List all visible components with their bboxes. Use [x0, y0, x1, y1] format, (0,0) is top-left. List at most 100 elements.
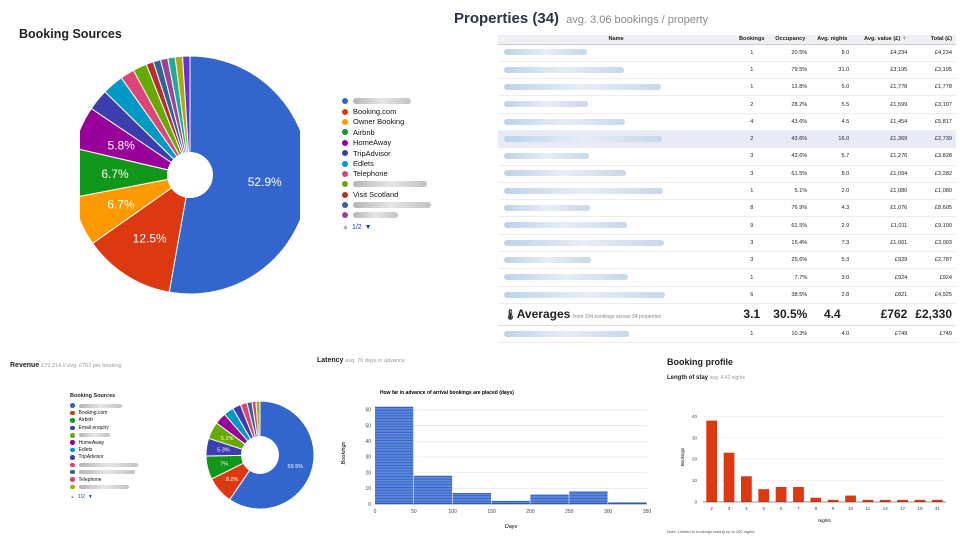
property-name-cell	[498, 78, 735, 97]
column-header-bookings[interactable]: Bookings	[734, 35, 770, 45]
table-row[interactable]: 8 76.9% 4.3 £1,076 £8,605	[498, 199, 956, 218]
cell-total: £3,197	[911, 95, 956, 114]
legend-item[interactable]	[342, 210, 431, 220]
booking-profile-note: Note: Limited to bookings lasting up to …	[667, 529, 756, 534]
redacted-property-name	[504, 239, 664, 246]
table-row[interactable]: 3 25.6% 5.3 £929 £2,787	[498, 251, 956, 270]
legend-item[interactable]	[342, 96, 431, 106]
legend-item[interactable]: Telephone	[70, 476, 138, 483]
legend-item[interactable]: Email enquiry	[70, 424, 138, 431]
redacted-property-name	[504, 84, 661, 90]
x-axis-label: Nights	[818, 518, 832, 523]
length-of-stay-title: Length of stay	[667, 375, 709, 381]
legend-item[interactable]: Visit Scotland	[342, 190, 431, 200]
legend-label: Edlets	[78, 447, 93, 454]
pager-prev-icon[interactable]: ▲	[342, 223, 349, 231]
legend-label: TripAdvisor	[78, 454, 104, 461]
table-row[interactable]: 1 5.1% 2.0 £1,080 £1,080	[498, 182, 956, 201]
booking-sources-pie-slice	[182, 55, 191, 176]
table-row[interactable]: 9 61.5% 2.9 £1,011 £9,100	[498, 216, 956, 235]
table-row[interactable]: 6 38.5% 2.8 £821 £4,925	[498, 286, 956, 304]
x-tick-label: 17	[900, 506, 906, 511]
stay-bar	[897, 499, 908, 502]
legend-item[interactable]: Edlets	[70, 446, 138, 453]
cell-avg_value: £1,094	[853, 165, 912, 183]
pager-prev-icon[interactable]: ▲	[70, 493, 75, 500]
table-row[interactable]: 1 10.3% 4.0 £749 £749	[498, 325, 956, 344]
pager-text: 1/2	[351, 223, 362, 231]
y-axis-label: Bookings	[341, 441, 347, 464]
revenue-legend: Booking.com Airbnb Email enquiry HomeAway Ed…	[70, 402, 138, 500]
cell-total: £3,003	[911, 234, 956, 253]
properties-header: Properties (34) avg. 3.06 bookings / pro…	[454, 10, 708, 27]
table-row[interactable]: 1 20.5% 8.0 £4,234 £4,234	[498, 44, 956, 62]
table-row[interactable]: 2 43.6% 16.0 £1,369 £2,739	[498, 130, 956, 149]
x-tick-label: 2	[710, 506, 713, 511]
legend-item[interactable]: Owner Booking	[342, 117, 431, 127]
x-tick-label: 7	[797, 506, 800, 511]
table-row[interactable]: 1 7.7% 3.0 £924 £924	[498, 268, 956, 287]
cell-avg_value: £4,234	[853, 44, 912, 62]
legend-item[interactable]: TripAdvisor	[70, 454, 138, 461]
booking-sources-pie-slice-label: 6.7%	[101, 167, 129, 181]
cell-bookings: 9	[734, 216, 770, 235]
column-header-avg-value[interactable]: Avg. value (£) ▼	[853, 35, 912, 45]
property-name-cell	[498, 325, 735, 344]
legend-item[interactable]: Edlets	[342, 158, 431, 168]
booking-sources-pie-slice-label: 12.5%	[133, 231, 167, 245]
legend-item[interactable]	[70, 402, 138, 409]
legend-pager: ▲ 1/2 ▼	[342, 224, 431, 231]
legend-item[interactable]: Airbnb	[70, 417, 138, 424]
legend-item[interactable]: HomeAway	[342, 138, 431, 148]
legend-item[interactable]: Booking.com	[70, 409, 138, 416]
table-row[interactable]: 3 61.5% 8.0 £1,094 £3,282	[498, 165, 956, 183]
histogram-bar	[452, 493, 491, 504]
averages-total: £2,330	[911, 303, 956, 326]
table-row[interactable]: 2 28.2% 5.5 £1,599 £3,197	[498, 95, 956, 114]
revenue-pie-slice-label: 5.1%	[221, 436, 234, 442]
legend-item[interactable]: Booking.com	[342, 106, 431, 116]
legend-dot-icon	[342, 139, 348, 146]
cell-avg_value: £821	[853, 286, 912, 304]
property-name-cell	[498, 199, 735, 218]
legend-item[interactable]	[70, 432, 138, 439]
legend-item[interactable]: HomeAway	[70, 439, 138, 446]
pager-next-icon[interactable]: ▼	[364, 223, 372, 231]
length-of-stay-subtitle: avg. 4.42 nights	[709, 375, 745, 381]
stay-bar	[810, 497, 822, 502]
property-name-cell	[498, 113, 735, 131]
pager-next-icon[interactable]: ▼	[87, 493, 93, 500]
revenue-pie-slice-label: 5.3%	[217, 447, 230, 453]
column-header-avg-nights[interactable]: Avg. nights	[811, 35, 854, 45]
redacted-label	[78, 462, 138, 467]
cell-bookings: 8	[734, 199, 770, 218]
legend-item[interactable]	[70, 469, 138, 476]
cell-total: £4,925	[911, 286, 956, 304]
property-name-cell	[498, 234, 735, 253]
table-row[interactable]: 1 79.5% 31.0 £3,195 £3,195	[498, 61, 956, 80]
cell-avg_value: £924	[853, 268, 912, 287]
cell-total: £3,282	[911, 165, 956, 183]
cell-nights: 2.8	[811, 286, 854, 304]
cell-avg_value: £3,195	[853, 61, 912, 80]
legend-item[interactable]	[342, 179, 431, 189]
stay-bar	[931, 499, 943, 502]
table-row[interactable]: 1 12.8% 5.0 £1,778 £1,778	[498, 78, 956, 97]
redacted-property-name	[504, 187, 663, 194]
table-row[interactable]: 3 43.6% 5.7 £1,276 £3,828	[498, 147, 956, 166]
cell-avg_value: £1,369	[853, 130, 912, 149]
table-row[interactable]: 3 15.4% 7.3 £1,001 £3,003	[498, 234, 956, 253]
table-row[interactable]: 4 43.6% 4.5 £1,454 £5,817	[498, 113, 956, 131]
legend-item[interactable]: TripAdvisor	[342, 148, 431, 158]
column-header-total[interactable]: Total (£)	[911, 35, 956, 45]
legend-dot-icon	[342, 118, 348, 125]
column-header-name[interactable]: Name	[498, 35, 735, 45]
x-tick-label: 5	[762, 506, 765, 511]
legend-item[interactable]	[342, 200, 431, 210]
legend-item[interactable]	[70, 483, 138, 490]
legend-item[interactable]	[70, 461, 138, 468]
legend-item[interactable]: Airbnb	[342, 127, 431, 137]
legend-item[interactable]: Telephone	[342, 169, 431, 179]
y-tick-label: 20	[692, 457, 698, 462]
column-header-occupancy[interactable]: Occupancy	[769, 35, 812, 45]
